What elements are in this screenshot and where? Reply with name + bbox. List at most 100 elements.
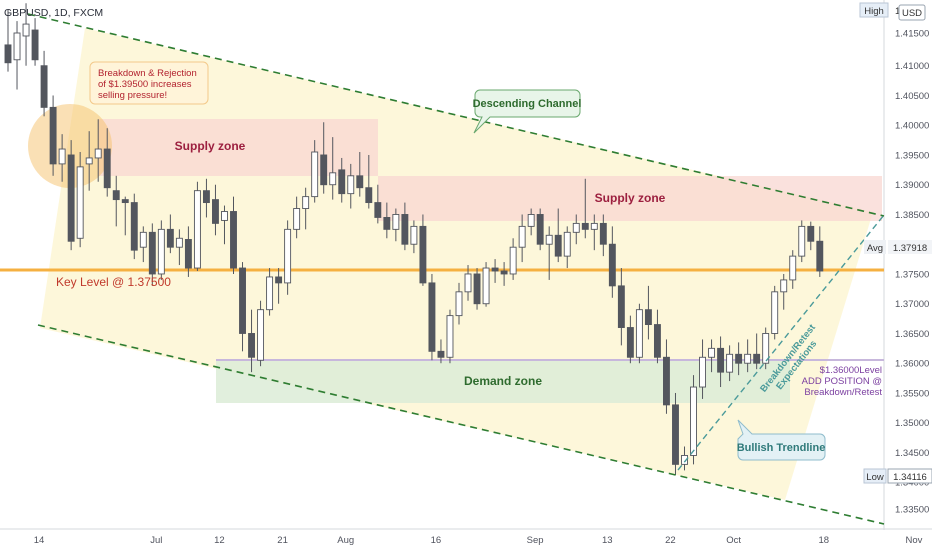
candle-bearish[interactable] bbox=[753, 353, 761, 364]
candle-bullish[interactable] bbox=[221, 211, 228, 221]
bullish-trendline[interactable] bbox=[677, 214, 885, 471]
candle-bearish[interactable] bbox=[130, 202, 138, 251]
candle-bearish[interactable] bbox=[320, 154, 328, 186]
candle-bearish[interactable] bbox=[31, 29, 39, 61]
candle-bullish[interactable] bbox=[266, 276, 274, 311]
candle-bullish[interactable] bbox=[690, 386, 697, 456]
candle-bullish[interactable] bbox=[193, 190, 201, 269]
candle-bullish[interactable] bbox=[284, 228, 292, 284]
candle-bearish[interactable] bbox=[383, 216, 391, 230]
candle-bullish[interactable] bbox=[446, 315, 454, 358]
candle-bearish[interactable] bbox=[4, 44, 12, 64]
candle-bearish[interactable] bbox=[437, 350, 445, 358]
breakdown-callout[interactable]: Breakdown & Rejection of $1.39500 increa… bbox=[89, 61, 209, 105]
candle-bullish[interactable] bbox=[347, 175, 355, 195]
candle-bullish[interactable] bbox=[780, 279, 788, 293]
candle-bearish[interactable] bbox=[554, 234, 562, 257]
price-axis[interactable]: 1.335001.340001.345001.350001.355001.360… bbox=[883, 0, 929, 530]
candle-bullish[interactable] bbox=[744, 353, 752, 364]
candle-bullish[interactable] bbox=[798, 225, 806, 257]
candle-bullish[interactable] bbox=[699, 356, 706, 388]
candle-bullish[interactable] bbox=[157, 228, 165, 275]
candle-bullish[interactable] bbox=[85, 157, 93, 165]
candle-bearish[interactable] bbox=[663, 356, 670, 406]
candle-bearish[interactable] bbox=[500, 270, 508, 275]
candle-bearish[interactable] bbox=[599, 222, 607, 245]
candle-bearish[interactable] bbox=[230, 211, 237, 269]
candle-bearish[interactable] bbox=[419, 225, 427, 284]
candle-bearish[interactable] bbox=[103, 148, 111, 189]
candle-bearish[interactable] bbox=[626, 327, 634, 358]
candle-bullish[interactable] bbox=[22, 23, 30, 37]
candle-bullish[interactable] bbox=[410, 225, 418, 245]
candle-bearish[interactable] bbox=[166, 228, 174, 248]
candle-bullish[interactable] bbox=[726, 353, 734, 373]
candle-bullish[interactable] bbox=[76, 166, 84, 239]
candle-bullish[interactable] bbox=[139, 231, 147, 248]
candle-bullish[interactable] bbox=[789, 255, 797, 281]
candle-bearish[interactable] bbox=[672, 404, 679, 465]
candle-bullish[interactable] bbox=[94, 148, 102, 159]
symbol-label[interactable]: GBPUSD, 1D, FXCM bbox=[4, 7, 103, 19]
bullish-trendline-callout[interactable]: Bullish Trendline bbox=[737, 419, 826, 461]
candle-bearish[interactable] bbox=[608, 243, 616, 287]
currency-badge-box[interactable] bbox=[898, 4, 926, 21]
candle-bullish[interactable] bbox=[175, 237, 183, 248]
candle-bullish[interactable] bbox=[482, 267, 490, 305]
candle-bullish[interactable] bbox=[464, 273, 472, 293]
descending-channel-callout[interactable]: Descending Channel bbox=[473, 89, 582, 134]
candle-bullish[interactable] bbox=[302, 196, 310, 209]
candle-bullish[interactable] bbox=[392, 214, 400, 230]
candle-bearish[interactable] bbox=[184, 239, 192, 269]
candle-bearish[interactable] bbox=[473, 273, 481, 305]
candle-bearish[interactable] bbox=[338, 169, 346, 195]
candle-bearish[interactable] bbox=[374, 202, 382, 218]
candle-bullish[interactable] bbox=[329, 172, 337, 186]
candle-bullish[interactable] bbox=[708, 347, 716, 358]
candle-bullish[interactable] bbox=[545, 234, 553, 245]
candle-bullish[interactable] bbox=[572, 222, 580, 233]
candle-bearish[interactable] bbox=[67, 154, 75, 242]
candle-bearish[interactable] bbox=[428, 282, 436, 352]
candle-bearish[interactable] bbox=[112, 190, 120, 201]
candle-bullish[interactable] bbox=[590, 222, 598, 230]
candle-bearish[interactable] bbox=[248, 333, 255, 358]
candle-bearish[interactable] bbox=[121, 199, 129, 204]
candle-bullish[interactable] bbox=[635, 309, 643, 358]
candle-bullish[interactable] bbox=[455, 291, 463, 317]
candle-bullish[interactable] bbox=[58, 148, 66, 165]
candle-bearish[interactable] bbox=[717, 347, 725, 373]
candle-bullish[interactable] bbox=[681, 455, 688, 465]
channel-upper-line[interactable] bbox=[27, 13, 885, 217]
candle-bullish[interactable] bbox=[563, 231, 571, 257]
candle-bearish[interactable] bbox=[491, 267, 499, 272]
candle-bearish[interactable] bbox=[644, 309, 652, 325]
candle-bullish[interactable] bbox=[771, 291, 779, 334]
candle-bullish[interactable] bbox=[762, 333, 770, 364]
candle-bearish[interactable] bbox=[148, 231, 156, 275]
candle-bearish[interactable] bbox=[617, 285, 625, 328]
currency-badge[interactable]: USD bbox=[902, 8, 922, 19]
candle-bearish[interactable] bbox=[401, 214, 409, 245]
candle-bearish[interactable] bbox=[356, 175, 364, 189]
channel-lower-line[interactable] bbox=[37, 324, 885, 525]
time-axis[interactable]: 14 Jul 12 21 Aug 16 Sep 13 22 Oct 18 Nov bbox=[0, 528, 932, 546]
candle-bullish[interactable] bbox=[293, 208, 301, 230]
candle-bearish[interactable] bbox=[816, 240, 824, 272]
candle-bearish[interactable] bbox=[581, 222, 589, 230]
candle-bearish[interactable] bbox=[239, 267, 246, 334]
candle-bearish[interactable] bbox=[365, 187, 373, 204]
candle-bearish[interactable] bbox=[202, 190, 210, 204]
candle-bearish[interactable] bbox=[536, 214, 544, 245]
candle-bearish[interactable] bbox=[49, 106, 57, 165]
candle-bearish[interactable] bbox=[653, 324, 661, 358]
candle-bullish[interactable] bbox=[509, 246, 517, 275]
candle-bearish[interactable] bbox=[275, 276, 283, 284]
candle-bearish[interactable] bbox=[212, 199, 219, 224]
candle-bearish[interactable] bbox=[40, 65, 48, 108]
candle-bearish[interactable] bbox=[807, 225, 815, 242]
candle-bearish[interactable] bbox=[735, 353, 743, 364]
candle-bullish[interactable] bbox=[257, 309, 265, 361]
candle-bullish[interactable] bbox=[13, 32, 21, 61]
